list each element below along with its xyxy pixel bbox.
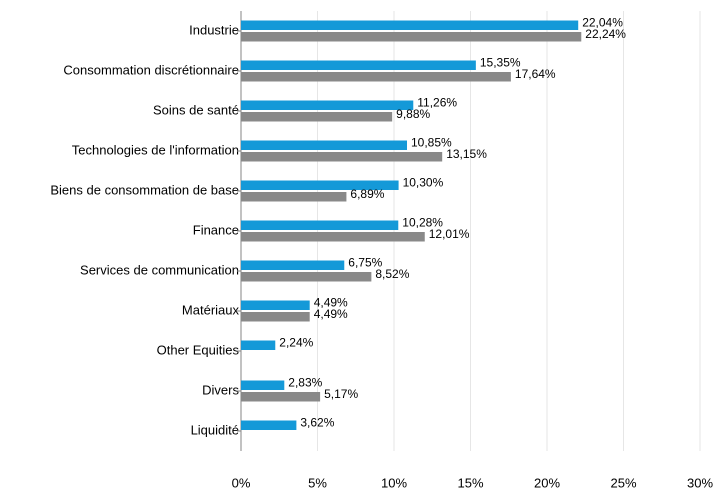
value-label: 10,28% (402, 215, 443, 229)
value-label: 6,89% (350, 187, 384, 201)
bar (241, 100, 414, 110)
bar (241, 20, 579, 30)
bar (241, 192, 347, 202)
value-label: 10,85% (411, 135, 452, 149)
bar (241, 112, 393, 122)
value-label: 9,88% (396, 107, 430, 121)
y-tick-label: Finance (193, 222, 239, 237)
bar (241, 140, 408, 150)
value-label: 5,17% (324, 387, 358, 401)
value-label: 12,01% (429, 227, 470, 241)
x-tick-label: 15% (457, 475, 483, 490)
bar (241, 152, 443, 162)
value-label: 4,49% (314, 295, 348, 309)
value-label: 22,24% (585, 27, 626, 41)
bar (241, 420, 297, 430)
value-label: 8,52% (375, 267, 409, 281)
bar (241, 72, 511, 82)
bar (241, 180, 399, 190)
y-tick-label: Industrie (189, 22, 239, 37)
y-tick-label: Other Equities (157, 342, 240, 357)
bar (241, 300, 310, 310)
x-tick-label: 25% (610, 475, 636, 490)
x-tick-label: 0% (232, 475, 251, 490)
x-tick-label: 10% (381, 475, 407, 490)
value-label: 2,24% (279, 335, 313, 349)
y-tick-label: Biens de consommation de base (50, 182, 239, 197)
bar (241, 340, 276, 350)
bar (241, 220, 399, 230)
bar (241, 32, 582, 42)
bar (241, 312, 310, 322)
x-tick-label: 5% (308, 475, 327, 490)
x-tick-label: 30% (687, 475, 713, 490)
value-label: 11,26% (417, 95, 457, 109)
y-tick-label: Services de communication (80, 262, 239, 277)
value-label: 2,83% (288, 375, 322, 389)
y-tick-label: Consommation discrétionnaire (63, 62, 239, 77)
value-label: 17,64% (515, 67, 556, 81)
bar (241, 272, 372, 282)
bar (241, 60, 476, 70)
value-label: 15,35% (480, 55, 521, 69)
bar (241, 392, 321, 402)
y-tick-label: Technologies de l'information (72, 142, 239, 157)
x-tick-label: 20% (534, 475, 560, 490)
bar (241, 260, 345, 270)
value-label: 6,75% (348, 255, 382, 269)
value-label: 3,62% (300, 415, 334, 429)
value-label: 13,15% (446, 147, 487, 161)
value-label: 10,30% (403, 175, 444, 189)
bar (241, 380, 285, 390)
bar (241, 232, 425, 242)
value-label: 22,04% (582, 15, 623, 29)
value-label: 4,49% (314, 307, 348, 321)
y-tick-label: Soins de santé (153, 102, 239, 117)
y-tick-label: Matériaux (182, 302, 240, 317)
y-tick-label: Divers (202, 382, 239, 397)
y-tick-label: Liquidité (191, 422, 239, 437)
